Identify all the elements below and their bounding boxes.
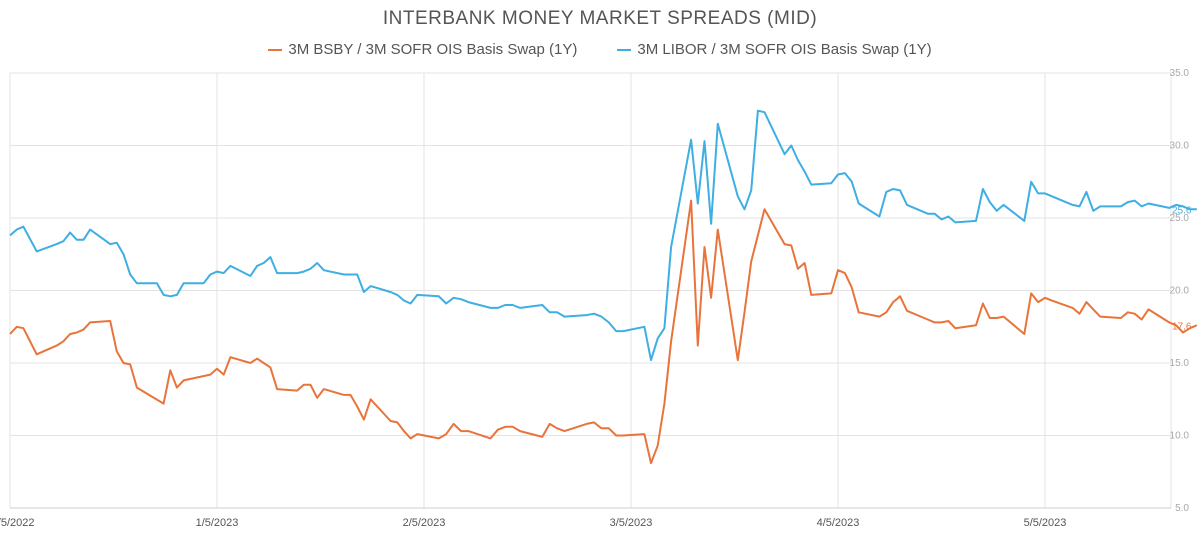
y-tick-label: 15.0 [1170, 358, 1190, 369]
x-tick-label: 4/5/2023 [817, 517, 860, 529]
legend: 3M BSBY / 3M SOFR OIS Basis Swap (1Y) 3M… [0, 41, 1200, 58]
end-label-bsby: 17.6 [1172, 321, 1192, 332]
legend-label-libor: 3M LIBOR / 3M SOFR OIS Basis Swap (1Y) [637, 41, 932, 58]
y-axis: 5.0 10.0 15.0 20.0 25.0 30.0 35.0 [1170, 68, 1190, 514]
y-tick-label: 20.0 [1170, 286, 1190, 297]
x-tick-label: 1/5/2023 [196, 517, 239, 529]
y-tick-label: 30.0 [1170, 141, 1190, 152]
y-tick-label: 35.0 [1170, 68, 1190, 79]
series-line-bsby[interactable] [9, 199, 1198, 465]
x-axis: 12/5/2022 1/5/2023 2/5/2023 3/5/2023 4/5/202… [0, 517, 1066, 529]
legend-label-bsby: 3M BSBY / 3M SOFR OIS Basis Swap (1Y) [288, 41, 578, 58]
y-tick-label: 25.0 [1170, 213, 1190, 224]
end-label-libor: 25.6 [1172, 205, 1192, 216]
legend-item-bsby[interactable]: 3M BSBY / 3M SOFR OIS Basis Swap (1Y) [268, 41, 577, 58]
x-tick-label: 5/5/2023 [1024, 517, 1067, 529]
y-tick-label: 10.0 [1170, 431, 1190, 442]
end-labels: 17.6 25.6 [1172, 205, 1192, 332]
x-tick-label: 2/5/2023 [403, 517, 446, 529]
grid [9, 72, 1172, 509]
x-tick-label: 3/5/2023 [610, 517, 653, 529]
series-lines [9, 109, 1198, 465]
x-tick-label: 12/5/2022 [0, 517, 34, 529]
y-tick-label: 5.0 [1175, 503, 1189, 514]
legend-item-libor[interactable]: 3M LIBOR / 3M SOFR OIS Basis Swap (1Y) [617, 41, 932, 58]
chart-title: INTERBANK MONEY MARKET SPREADS (MID) [382, 8, 818, 29]
legend-swatch-libor [617, 48, 632, 51]
legend-swatch-bsby [268, 48, 283, 51]
series-line-libor[interactable] [9, 109, 1197, 362]
